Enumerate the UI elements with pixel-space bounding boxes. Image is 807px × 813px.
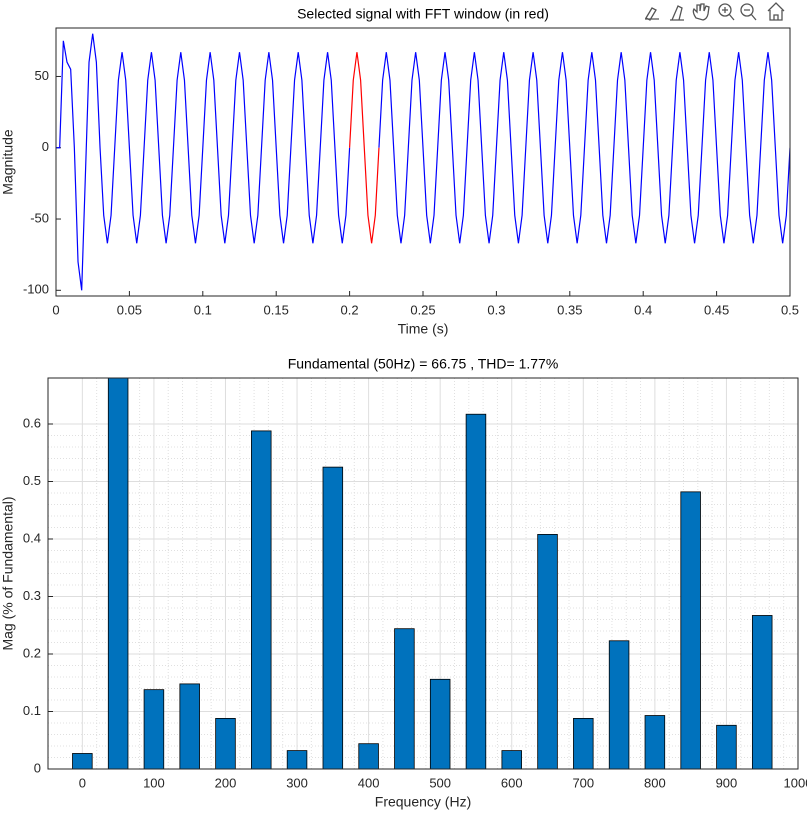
zoom-in-icon[interactable] bbox=[718, 3, 735, 21]
x-tick-label: 0.1 bbox=[194, 302, 212, 317]
brush-icon[interactable] bbox=[645, 7, 659, 21]
x-tick-label: 0 bbox=[79, 775, 86, 790]
signal-line bbox=[349, 52, 380, 244]
bar bbox=[358, 743, 379, 769]
chart-title: Selected signal with FFT window (in red) bbox=[297, 6, 549, 22]
bar bbox=[680, 491, 701, 769]
y-tick-label: 0 bbox=[42, 139, 49, 154]
pan-icon[interactable] bbox=[692, 3, 710, 21]
x-tick-label: 0.3 bbox=[487, 302, 505, 317]
bar bbox=[322, 466, 344, 769]
bar bbox=[143, 689, 165, 769]
bar bbox=[286, 750, 308, 769]
x-tick-label: 0.4 bbox=[634, 302, 652, 317]
toolbar bbox=[645, 2, 785, 21]
bar bbox=[501, 750, 522, 769]
bar bbox=[465, 413, 487, 769]
zoom-out-icon[interactable] bbox=[740, 3, 757, 21]
x-tick-label: 0.35 bbox=[557, 302, 582, 317]
y-tick-label: -100 bbox=[23, 282, 49, 297]
bar bbox=[573, 718, 594, 769]
x-tick-label: 0.45 bbox=[704, 302, 729, 317]
bar bbox=[429, 678, 451, 769]
plot-area bbox=[56, 28, 790, 296]
x-tick-label: 800 bbox=[644, 775, 666, 790]
x-tick-label: 0.15 bbox=[264, 302, 289, 317]
y-axis-label: Mag (% of Fundamental) bbox=[0, 496, 16, 650]
bar bbox=[537, 534, 558, 769]
x-tick-label: 0.25 bbox=[410, 302, 435, 317]
y-tick-label: 0.1 bbox=[23, 703, 41, 718]
bar bbox=[751, 615, 773, 769]
plot-content bbox=[72, 378, 773, 769]
y-axis-label: Magnitude bbox=[0, 129, 16, 195]
x-tick-label: 0.05 bbox=[117, 302, 142, 317]
plot-content bbox=[56, 33, 790, 291]
y-tick-label: 0.2 bbox=[23, 645, 41, 660]
bar bbox=[72, 753, 93, 769]
x-tick-label: 0 bbox=[52, 302, 59, 317]
x-axis-label: Frequency (Hz) bbox=[375, 794, 471, 810]
x-tick-label: 900 bbox=[716, 775, 738, 790]
y-tick-label: 0.3 bbox=[23, 588, 41, 603]
x-tick-label: 400 bbox=[358, 775, 380, 790]
bar bbox=[179, 683, 200, 769]
y-tick-label: 0.6 bbox=[23, 415, 41, 430]
bar bbox=[215, 718, 236, 769]
bar bbox=[716, 724, 737, 769]
chart-title: Fundamental (50Hz) = 66.75 , THD= 1.77% bbox=[288, 356, 559, 372]
x-tick-label: 0.2 bbox=[341, 302, 359, 317]
signal-line bbox=[56, 33, 790, 291]
y-tick-label: -50 bbox=[30, 210, 49, 225]
bar bbox=[394, 628, 415, 769]
y-tick-label: 0.5 bbox=[23, 473, 41, 488]
bar bbox=[644, 715, 666, 769]
home-icon[interactable] bbox=[767, 2, 785, 21]
x-tick-label: 300 bbox=[286, 775, 308, 790]
x-tick-label: 700 bbox=[572, 775, 594, 790]
axes-box bbox=[47, 377, 799, 770]
y-tick-label: 0.4 bbox=[23, 530, 41, 545]
bar bbox=[107, 378, 129, 769]
x-tick-label: 500 bbox=[429, 775, 451, 790]
x-tick-label: 0.5 bbox=[781, 302, 799, 317]
x-tick-label: 100 bbox=[143, 775, 165, 790]
datatip-icon[interactable] bbox=[670, 5, 684, 21]
y-tick-label: 0 bbox=[34, 760, 41, 775]
y-tick-label: 50 bbox=[35, 68, 49, 83]
axes-box bbox=[55, 27, 791, 297]
x-tick-label: 200 bbox=[215, 775, 237, 790]
x-tick-label: 600 bbox=[501, 775, 523, 790]
bar bbox=[251, 430, 272, 769]
bar bbox=[608, 640, 630, 769]
x-axis-label: Time (s) bbox=[398, 321, 449, 337]
